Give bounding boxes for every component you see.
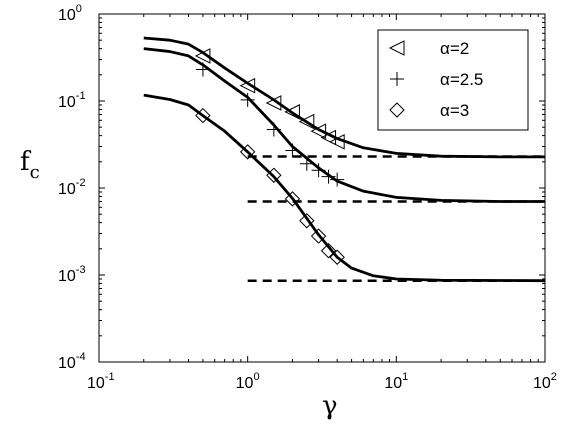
data-point-plus [330, 172, 345, 187]
data-point-triangle-left [284, 104, 300, 120]
y-axis-label: fc [20, 147, 40, 183]
y-tick-label: 10-3 [58, 264, 86, 285]
x-tick-label: 100 [236, 371, 260, 392]
data-point-triangle-left [310, 123, 327, 139]
y-tick-label: 10-1 [58, 90, 86, 111]
y-tick-label: 10-2 [58, 177, 86, 198]
legend-label: α=2 [440, 39, 469, 58]
legend-label: α=3 [440, 101, 469, 120]
x-tick-label: 102 [533, 371, 557, 392]
legend: α=2 α=2.5 α=3 [377, 29, 529, 131]
data-point-diamond [329, 249, 345, 265]
data-point-plus [240, 92, 255, 107]
x-axis-label: γ [322, 391, 338, 421]
fit-curve [143, 36, 545, 159]
legend-label: α=2.5 [440, 70, 483, 89]
data-point-diamond [266, 167, 282, 183]
fit-curve [143, 93, 546, 283]
legend-marker-triangle-left [388, 40, 405, 56]
data-point-diamond [284, 191, 301, 207]
y-axis-label-main: f [20, 147, 32, 177]
data-point-plus [321, 169, 336, 184]
data-point-plus [299, 156, 314, 171]
data-point-diamond [310, 228, 327, 244]
data-point-diamond [320, 243, 337, 259]
y-axis-label-subscript: c [30, 162, 40, 183]
legend-marker-diamond [389, 102, 405, 118]
x-tick-label: 101 [384, 371, 408, 392]
data-point-triangle-left [298, 113, 315, 130]
data-point-plus [195, 62, 210, 77]
legend-box [377, 29, 529, 131]
x-tick-label: 10-1 [87, 371, 115, 392]
data-point-triangle-left [265, 95, 282, 111]
y-tick-label: 100 [58, 3, 82, 24]
data-point-triangle-left [320, 129, 337, 146]
data-point-diamond [195, 107, 211, 124]
legend-marker-plus [390, 72, 404, 86]
data-point-plus [311, 163, 326, 178]
data-point-diamond [239, 144, 256, 160]
data-point-plus [285, 143, 300, 158]
data-point-triangle-left [194, 48, 211, 64]
data-point-diamond [299, 213, 315, 229]
plot-area [143, 36, 546, 283]
data-point-triangle-left [239, 77, 256, 94]
axis-ticks: 10-1 100 101 102 10-4 10-3 10-2 10-1 100 [58, 3, 557, 392]
data-point-triangle-left [329, 133, 345, 150]
data-point-plus [266, 122, 281, 137]
y-tick-label: 10-4 [58, 351, 86, 372]
